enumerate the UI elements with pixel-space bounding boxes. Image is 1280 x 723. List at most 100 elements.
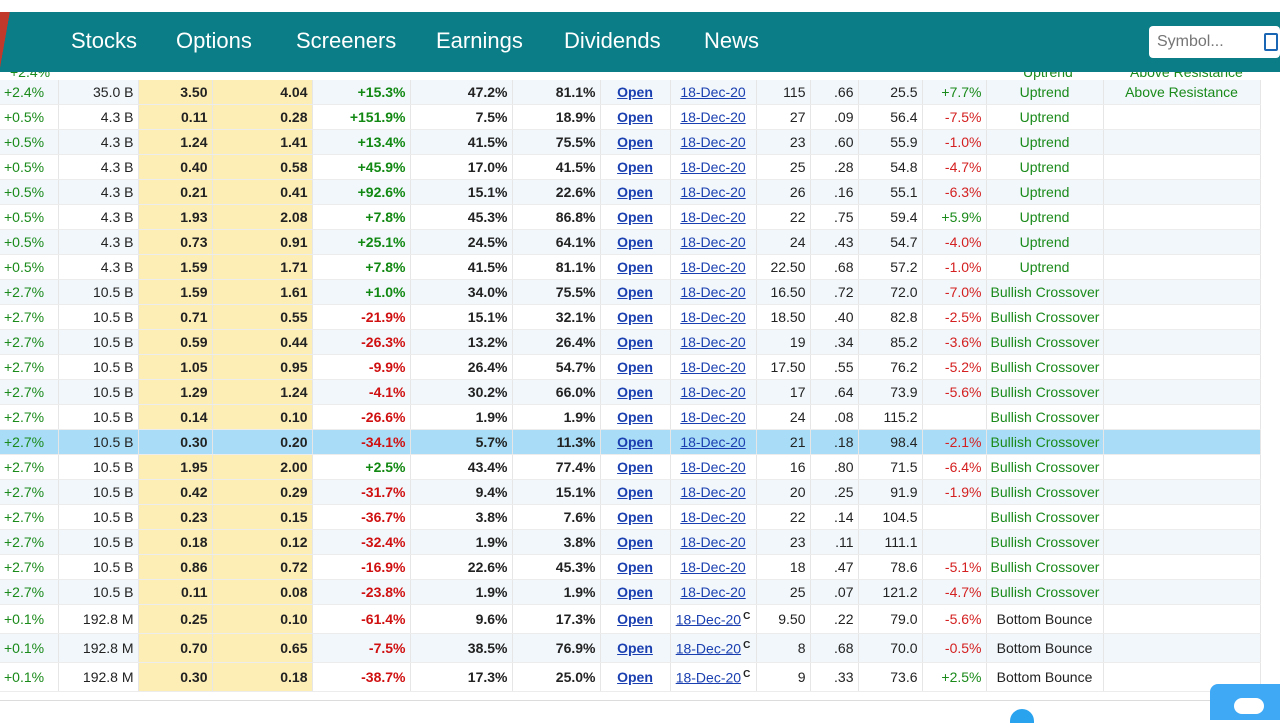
table-row[interactable]: +0.5% 4.3 B 0.11 0.28 +151.9% 7.5% 18.9% Open 18… <box>0 104 1261 130</box>
expiry-date-link[interactable]: 18-Dec-20 <box>680 484 746 500</box>
expiry-date-link[interactable]: 18-Dec-20 <box>680 159 746 175</box>
nav-options[interactable]: Options <box>176 28 252 53</box>
expiry-date-link[interactable]: 18-Dec-20 <box>680 84 746 100</box>
table-row[interactable]: +2.7% 10.5 B 0.59 0.44 -26.3% 13.2% 26.4% Open 1… <box>0 329 1261 355</box>
expiry-date-link[interactable]: 18-Dec-20 <box>680 209 746 225</box>
table-row[interactable]: +2.7% 10.5 B 0.86 0.72 -16.9% 22.6% 45.3% Open 1… <box>0 554 1261 580</box>
table-row[interactable]: +0.5% 4.3 B 1.93 2.08 +7.8% 45.3% 86.8% Open 18-… <box>0 204 1261 230</box>
open-link[interactable]: Open <box>617 109 653 125</box>
open-link[interactable]: Open <box>617 359 653 375</box>
open-link[interactable]: Open <box>617 134 653 150</box>
table-row[interactable]: +0.5% 4.3 B 1.59 1.71 +7.8% 41.5% 81.1% Open 18-… <box>0 254 1261 280</box>
expiry-date-link[interactable]: 18-Dec-20 <box>680 184 746 200</box>
ask-cell: 0.08 <box>212 579 313 605</box>
expiry-date-link[interactable]: 18-Dec-20 <box>680 359 746 375</box>
table-row[interactable]: +0.1% 192.8 M 0.25 0.10 -61.4% 9.6% 17.3% Open 1… <box>0 604 1261 634</box>
open-link[interactable]: Open <box>617 640 653 656</box>
open-link[interactable]: Open <box>617 259 653 275</box>
delta-cell: .55 <box>810 354 859 380</box>
open-link[interactable]: Open <box>617 284 653 300</box>
prob-cell: 15.1% <box>410 179 513 205</box>
open-link[interactable]: Open <box>617 409 653 425</box>
prob-cell: 1.9% <box>410 579 513 605</box>
open-link-cell: Open <box>600 662 671 692</box>
table-row[interactable]: +0.5% 4.3 B 0.40 0.58 +45.9% 17.0% 41.5% Open 18… <box>0 154 1261 180</box>
expiry-date-link[interactable]: 18-Dec-20 <box>680 134 746 150</box>
table-row[interactable]: +0.5% 4.3 B 1.24 1.41 +13.4% 41.5% 75.5% Open 18… <box>0 129 1261 155</box>
table-row[interactable]: +2.7% 10.5 B 0.71 0.55 -21.9% 15.1% 32.1% Open 1… <box>0 304 1261 330</box>
iv-cell: 71.5 <box>858 454 923 480</box>
open-link[interactable]: Open <box>617 559 653 575</box>
ask-cell: 0.20 <box>212 429 313 455</box>
search-button-icon[interactable] <box>1264 33 1278 51</box>
open-link[interactable]: Open <box>617 534 653 550</box>
spread-pct-cell: -16.9% <box>312 554 411 580</box>
open-link[interactable]: Open <box>617 584 653 600</box>
table-row[interactable]: +2.7% 10.5 B 1.29 1.24 -4.1% 30.2% 66.0% Open 18… <box>0 379 1261 405</box>
trend-cell: Bullish Crossover <box>986 354 1104 380</box>
open-link[interactable]: Open <box>617 484 653 500</box>
table-row[interactable]: +2.4% 35.0 B 3.50 4.04 +15.3% 47.2% 81.1% Open 1… <box>0 80 1261 105</box>
table-row[interactable]: +0.5% 4.3 B 0.21 0.41 +92.6% 15.1% 22.6% Open 18… <box>0 179 1261 205</box>
expiry-date-link[interactable]: 18-Dec-20 <box>680 534 746 550</box>
open-link[interactable]: Open <box>617 159 653 175</box>
expiry-date-link[interactable]: 18-Dec-20 <box>680 259 746 275</box>
open-link[interactable]: Open <box>617 434 653 450</box>
nav-news[interactable]: News <box>704 28 760 53</box>
expiry-date-link[interactable]: 18-Dec-20 <box>680 109 746 125</box>
table-row[interactable]: +2.7% 10.5 B 1.95 2.00 +2.5% 43.4% 77.4% Open 18… <box>0 454 1261 480</box>
chat-widget-button[interactable] <box>1210 684 1280 720</box>
change-cell: +2.7% <box>0 304 59 330</box>
expiry-date-link[interactable]: 18-Dec-20 <box>675 669 742 686</box>
open-link[interactable]: Open <box>617 384 653 400</box>
expiry-date-link[interactable]: 18-Dec-20 <box>675 611 742 628</box>
expiry-date-link[interactable]: 18-Dec-20 <box>680 384 746 400</box>
open-link[interactable]: Open <box>617 309 653 325</box>
expiry-date-link[interactable]: 18-Dec-20 <box>680 584 746 600</box>
table-row[interactable]: +2.7% 10.5 B 1.05 0.95 -9.9% 26.4% 54.7% Open 18… <box>0 354 1261 380</box>
expiry-date-link[interactable]: 18-Dec-20 <box>680 434 746 450</box>
expiry-date-link[interactable]: 18-Dec-20 <box>680 559 746 575</box>
table-row[interactable]: +0.1% 192.8 M 0.70 0.65 -7.5% 38.5% 76.9% Open 1… <box>0 633 1261 663</box>
spread-pct-cell: -23.8% <box>312 579 411 605</box>
nav-stocks[interactable]: Stocks <box>71 28 138 53</box>
bid-cell: 1.93 <box>138 204 213 230</box>
open-link[interactable]: Open <box>617 509 653 525</box>
table-row[interactable]: +2.7% 10.5 B 0.11 0.08 -23.8% 1.9% 1.9% Open 18-… <box>0 579 1261 605</box>
nav-screeners[interactable]: Screeners <box>296 28 397 53</box>
open-link[interactable]: Open <box>617 669 653 685</box>
expiry-date-link[interactable]: 18-Dec-20 <box>680 334 746 350</box>
open-link-cell: Open <box>600 379 671 405</box>
expiry-date-link[interactable]: 18-Dec-20 <box>680 284 746 300</box>
table-row[interactable]: +2.7% 10.5 B 1.59 1.61 +1.0% 34.0% 75.5% Open 18… <box>0 279 1261 305</box>
expiry-date-link[interactable]: 18-Dec-20 <box>680 409 746 425</box>
ask-cell: 0.41 <box>212 179 313 205</box>
expiry-date-link[interactable]: 18-Dec-20 <box>675 640 742 657</box>
expiry-date-link[interactable]: 18-Dec-20 <box>680 509 746 525</box>
strike-cell: 18 <box>756 554 811 580</box>
nav-dividends[interactable]: Dividends <box>564 28 661 53</box>
open-link[interactable]: Open <box>617 84 653 100</box>
open-link[interactable]: Open <box>617 334 653 350</box>
table-row[interactable]: +2.7% 10.5 B 0.14 0.10 -26.6% 1.9% 1.9% Open 18-… <box>0 404 1261 430</box>
open-link[interactable]: Open <box>617 184 653 200</box>
expiry-date-link[interactable]: 18-Dec-20 <box>680 309 746 325</box>
open-link[interactable]: Open <box>617 459 653 475</box>
symbol-search-input[interactable] <box>1149 26 1280 58</box>
change-cell: +0.5% <box>0 254 59 280</box>
table-row[interactable]: +2.7% 10.5 B 0.18 0.12 -32.4% 1.9% 3.8% Open 18-… <box>0 529 1261 555</box>
expiry-date-link[interactable]: 18-Dec-20 <box>680 234 746 250</box>
open-link[interactable]: Open <box>617 611 653 627</box>
strike-cell: 25 <box>756 154 811 180</box>
table-row[interactable]: +2.7% 10.5 B 0.23 0.15 -36.7% 3.8% 7.6% Open 18-… <box>0 504 1261 530</box>
table-row[interactable]: +0.1% 192.8 M 0.30 0.18 -38.7% 17.3% 25.0% Open… <box>0 662 1261 692</box>
open-link[interactable]: Open <box>617 234 653 250</box>
strike-cell: 26 <box>756 179 811 205</box>
open-link[interactable]: Open <box>617 209 653 225</box>
table-row[interactable]: +2.7% 10.5 B 0.42 0.29 -31.7% 9.4% 15.1% Open 18… <box>0 479 1261 505</box>
table-row[interactable]: +2.7% 10.5 B 0.30 0.20 -34.1% 5.7% 11.3% Open 18… <box>0 429 1261 455</box>
expiry-date-link[interactable]: 18-Dec-20 <box>680 459 746 475</box>
nav-earnings[interactable]: Earnings <box>436 28 523 53</box>
table-row[interactable]: +0.5% 4.3 B 0.73 0.91 +25.1% 24.5% 64.1% Open 18… <box>0 229 1261 255</box>
prob-cell: 3.8% <box>410 504 513 530</box>
